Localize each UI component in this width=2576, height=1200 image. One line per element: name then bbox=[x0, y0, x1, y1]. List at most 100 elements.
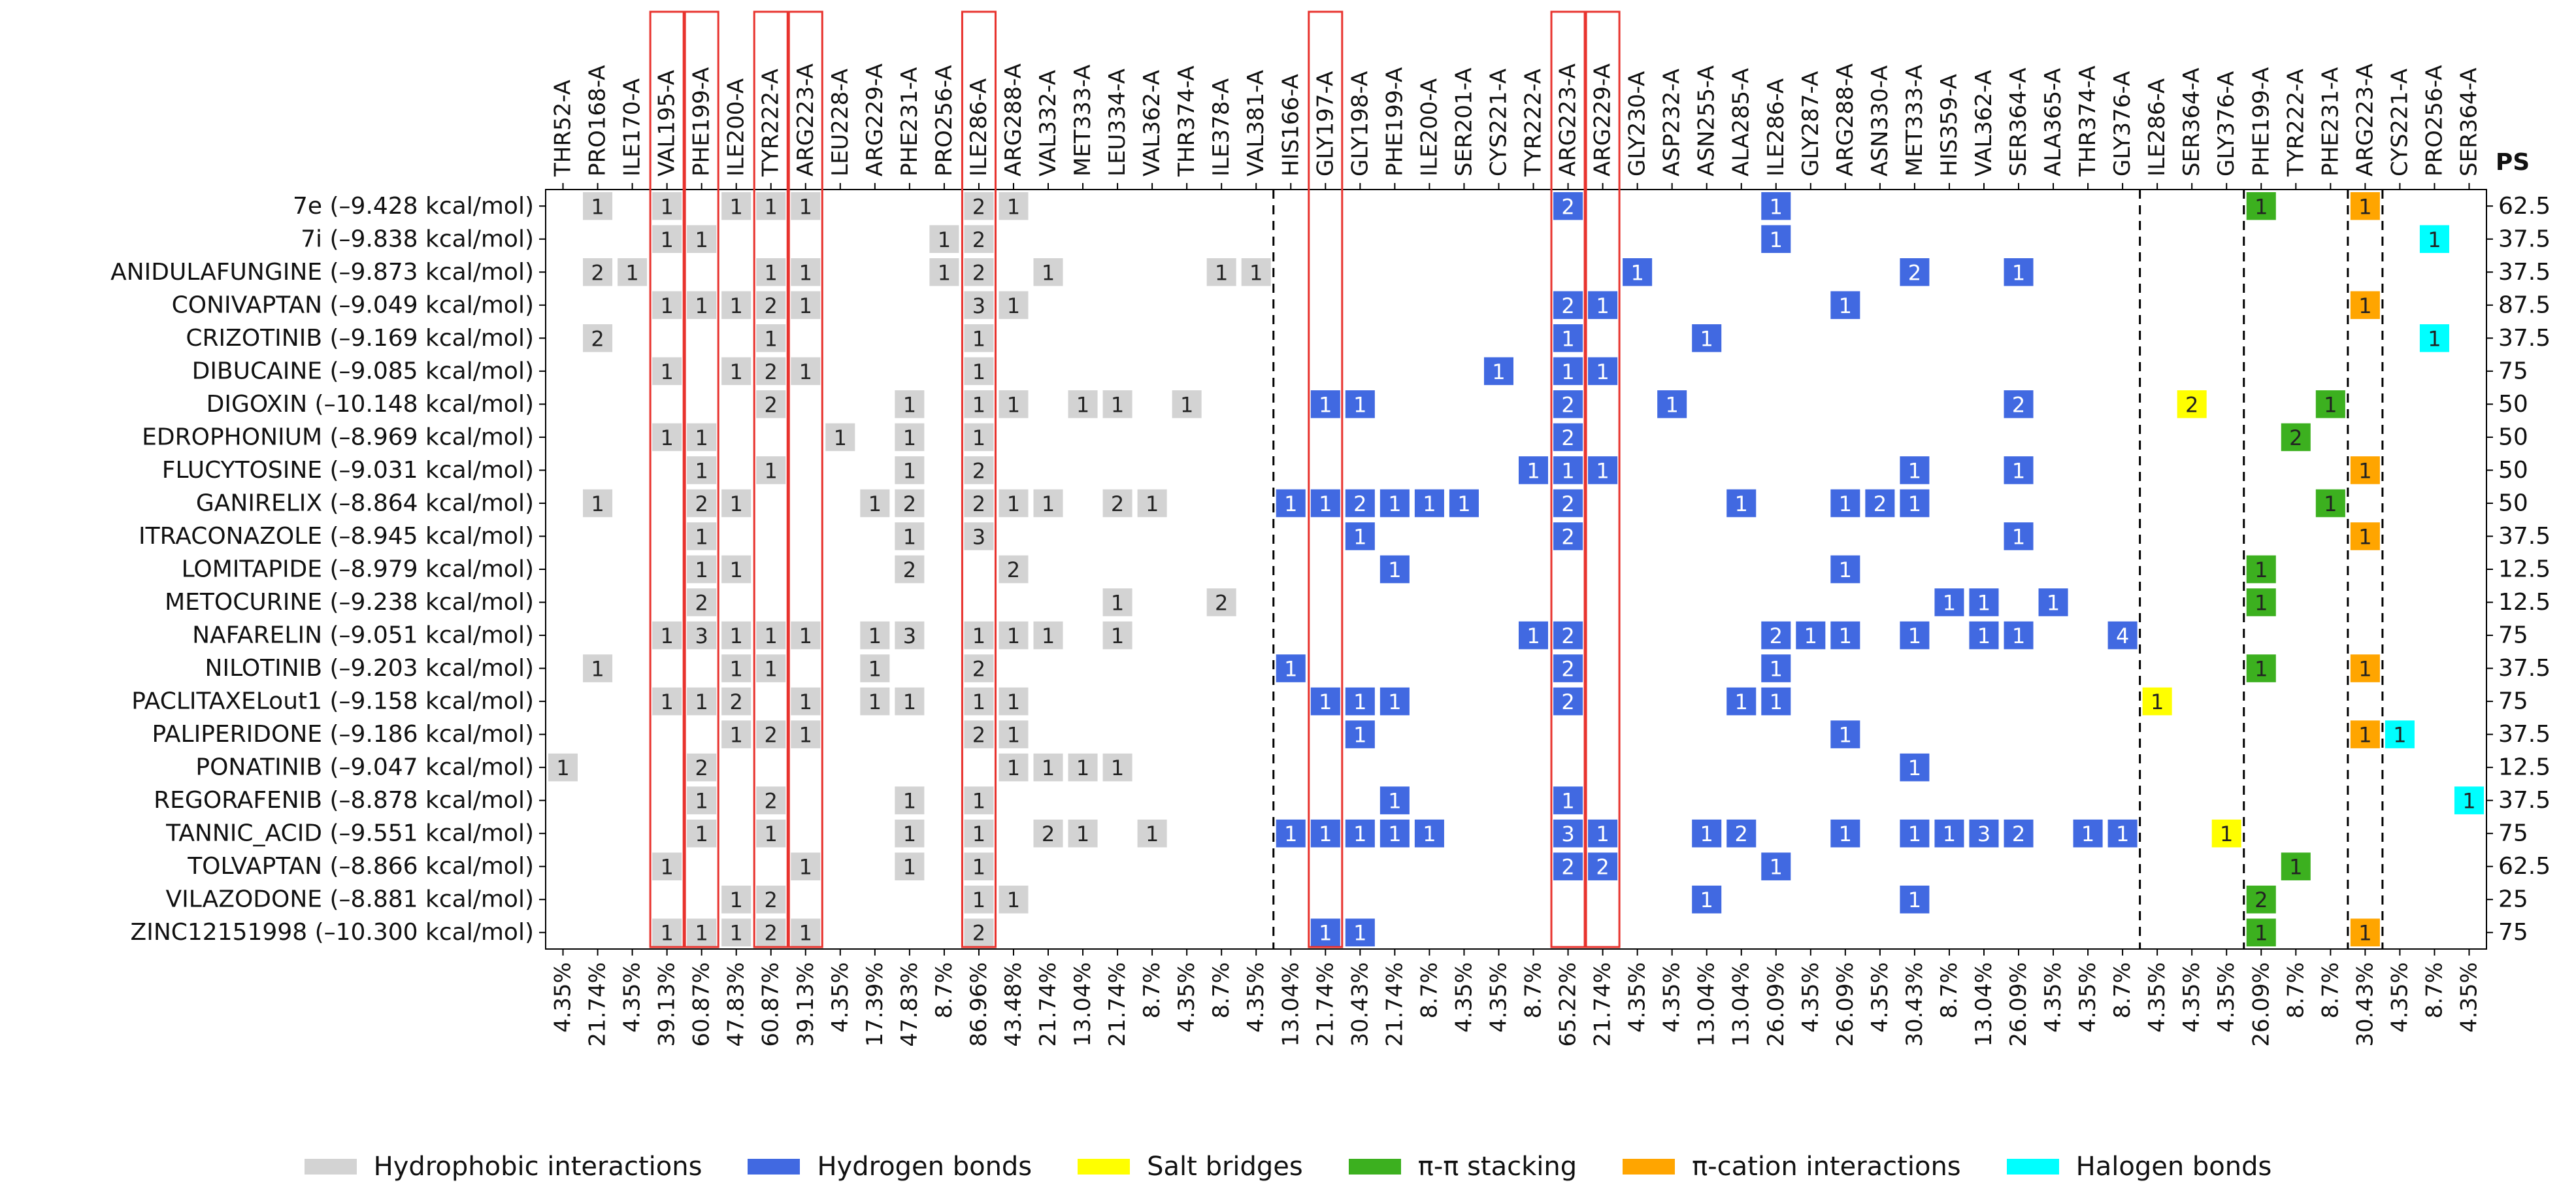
cell-value: 1 bbox=[938, 227, 951, 252]
column-percentage: 4.35% bbox=[2179, 962, 2205, 1033]
heatmap-cell bbox=[2350, 291, 2380, 320]
heatmap-cell bbox=[1310, 819, 1340, 848]
cell-value: 1 bbox=[695, 921, 708, 946]
heatmap-cell bbox=[929, 225, 959, 254]
cell-value: 1 bbox=[2393, 723, 2406, 748]
heatmap-cell bbox=[2004, 258, 2034, 286]
cell-value: 1 bbox=[730, 492, 743, 516]
column-percentage: 13.04% bbox=[1070, 962, 1096, 1047]
cell-value: 1 bbox=[1943, 591, 1956, 616]
heatmap-cell bbox=[964, 720, 994, 748]
row-label: DIGOXIN (–10.148 kcal/mol) bbox=[206, 391, 534, 418]
cell-value: 1 bbox=[660, 425, 673, 450]
cell-value: 1 bbox=[660, 359, 673, 384]
heatmap-cell bbox=[2004, 390, 2034, 418]
heatmap-cell bbox=[2350, 522, 2380, 550]
heatmap-cell bbox=[999, 720, 1029, 748]
cell-value: 1 bbox=[1908, 492, 1921, 516]
column-percentage: 60.87% bbox=[689, 962, 715, 1047]
row-label: TOLVAPTAN (–8.866 kcal/mol) bbox=[187, 853, 534, 880]
column-label: ASP232-A bbox=[1659, 69, 1685, 176]
heatmap-cell bbox=[1553, 291, 1583, 320]
legend: Hydrophobic interactions Hydrogen bonds … bbox=[0, 1147, 2576, 1186]
ps-value: 25 bbox=[2498, 886, 2528, 913]
heatmap-cell bbox=[1830, 291, 1860, 320]
cell-value: 1 bbox=[1423, 492, 1436, 516]
heatmap-cell bbox=[825, 423, 855, 452]
column-percentage: 26.09% bbox=[1832, 962, 1858, 1047]
column-percentage: 4.35% bbox=[550, 962, 576, 1033]
cell-value: 1 bbox=[1353, 822, 1366, 846]
ps-value: 12.5 bbox=[2498, 754, 2551, 781]
cell-value: 1 bbox=[972, 855, 985, 880]
row-label: PONATINIB (–9.047 kcal/mol) bbox=[195, 754, 534, 781]
column-percentage: 21.74% bbox=[585, 962, 611, 1047]
heatmap-cell bbox=[1969, 621, 1999, 650]
heatmap-cell bbox=[895, 522, 925, 550]
cell-value: 1 bbox=[2047, 591, 2060, 616]
heatmap-cell bbox=[1588, 357, 1618, 386]
column-label: ARG223-A bbox=[1555, 63, 1581, 176]
heatmap-cell bbox=[2246, 885, 2276, 914]
cell-value: 4 bbox=[2116, 624, 2129, 648]
heatmap-cell bbox=[687, 489, 717, 518]
cell-value: 1 bbox=[695, 789, 708, 814]
row-label: EDROPHONIUM (–8.969 kcal/mol) bbox=[142, 424, 534, 450]
column-percentage: 8.7% bbox=[2421, 962, 2447, 1018]
heatmap-cell bbox=[964, 258, 994, 286]
heatmap-cell bbox=[721, 357, 751, 386]
heatmap-cell bbox=[2038, 588, 2068, 616]
row-label: DIBUCAINE (–9.085 kcal/mol) bbox=[192, 358, 534, 384]
highlight-box bbox=[787, 10, 823, 948]
legend-label-pipi: π-π stacking bbox=[1417, 1152, 1577, 1182]
cell-value: 1 bbox=[868, 624, 882, 648]
cell-value: 1 bbox=[591, 194, 604, 219]
cell-value: 3 bbox=[1561, 822, 1574, 846]
heatmap-cell bbox=[721, 291, 751, 320]
cell-value: 1 bbox=[1943, 822, 1956, 846]
heatmap-cell bbox=[895, 489, 925, 518]
heatmap-cell bbox=[964, 654, 994, 682]
cell-value: 1 bbox=[1353, 921, 1366, 946]
cell-value: 1 bbox=[660, 293, 673, 318]
cell-value: 2 bbox=[1007, 558, 1020, 582]
heatmap-cell bbox=[964, 192, 994, 220]
heatmap-cell bbox=[1310, 687, 1340, 716]
heatmap-cell bbox=[1379, 786, 1410, 814]
cell-value: 1 bbox=[1561, 359, 1574, 384]
heatmap-cell bbox=[964, 522, 994, 550]
heatmap-cell bbox=[756, 390, 786, 418]
heatmap-cell bbox=[1692, 885, 1722, 914]
heatmap-cell bbox=[2454, 786, 2484, 814]
cell-value: 1 bbox=[695, 822, 708, 846]
cell-value: 1 bbox=[1111, 756, 1124, 780]
cell-value: 1 bbox=[868, 657, 882, 682]
column-percentage: 4.35% bbox=[1243, 962, 1269, 1033]
cell-value: 1 bbox=[695, 425, 708, 450]
column-label: LEU334-A bbox=[1104, 69, 1131, 176]
heatmap-cell bbox=[964, 423, 994, 452]
heatmap-cell bbox=[791, 192, 821, 220]
cell-value: 1 bbox=[730, 558, 743, 582]
cell-value: 1 bbox=[765, 822, 778, 846]
cell-value: 1 bbox=[1770, 657, 1783, 682]
cell-value: 2 bbox=[1561, 855, 1574, 880]
heatmap-cell bbox=[860, 687, 890, 716]
cell-value: 1 bbox=[695, 227, 708, 252]
heatmap-cell bbox=[1379, 489, 1410, 518]
cell-value: 1 bbox=[799, 921, 812, 946]
ps-value: 75 bbox=[2498, 622, 2528, 649]
cell-value: 2 bbox=[1215, 591, 1228, 616]
heatmap-cell bbox=[1553, 786, 1583, 814]
column-label: ILE170-A bbox=[619, 78, 646, 176]
heatmap-cell bbox=[721, 720, 751, 748]
row-label: FLUCYTOSINE (–9.031 kcal/mol) bbox=[162, 457, 534, 484]
cell-value: 1 bbox=[1977, 591, 1990, 616]
heatmap-cell bbox=[548, 753, 578, 782]
cell-value: 1 bbox=[972, 789, 985, 814]
heatmap-cell bbox=[652, 423, 682, 452]
heatmap-cell bbox=[1553, 192, 1583, 220]
cell-value: 1 bbox=[972, 359, 985, 384]
column-label: THR374-A bbox=[1174, 65, 1200, 177]
heatmap-cell bbox=[1276, 654, 1306, 682]
